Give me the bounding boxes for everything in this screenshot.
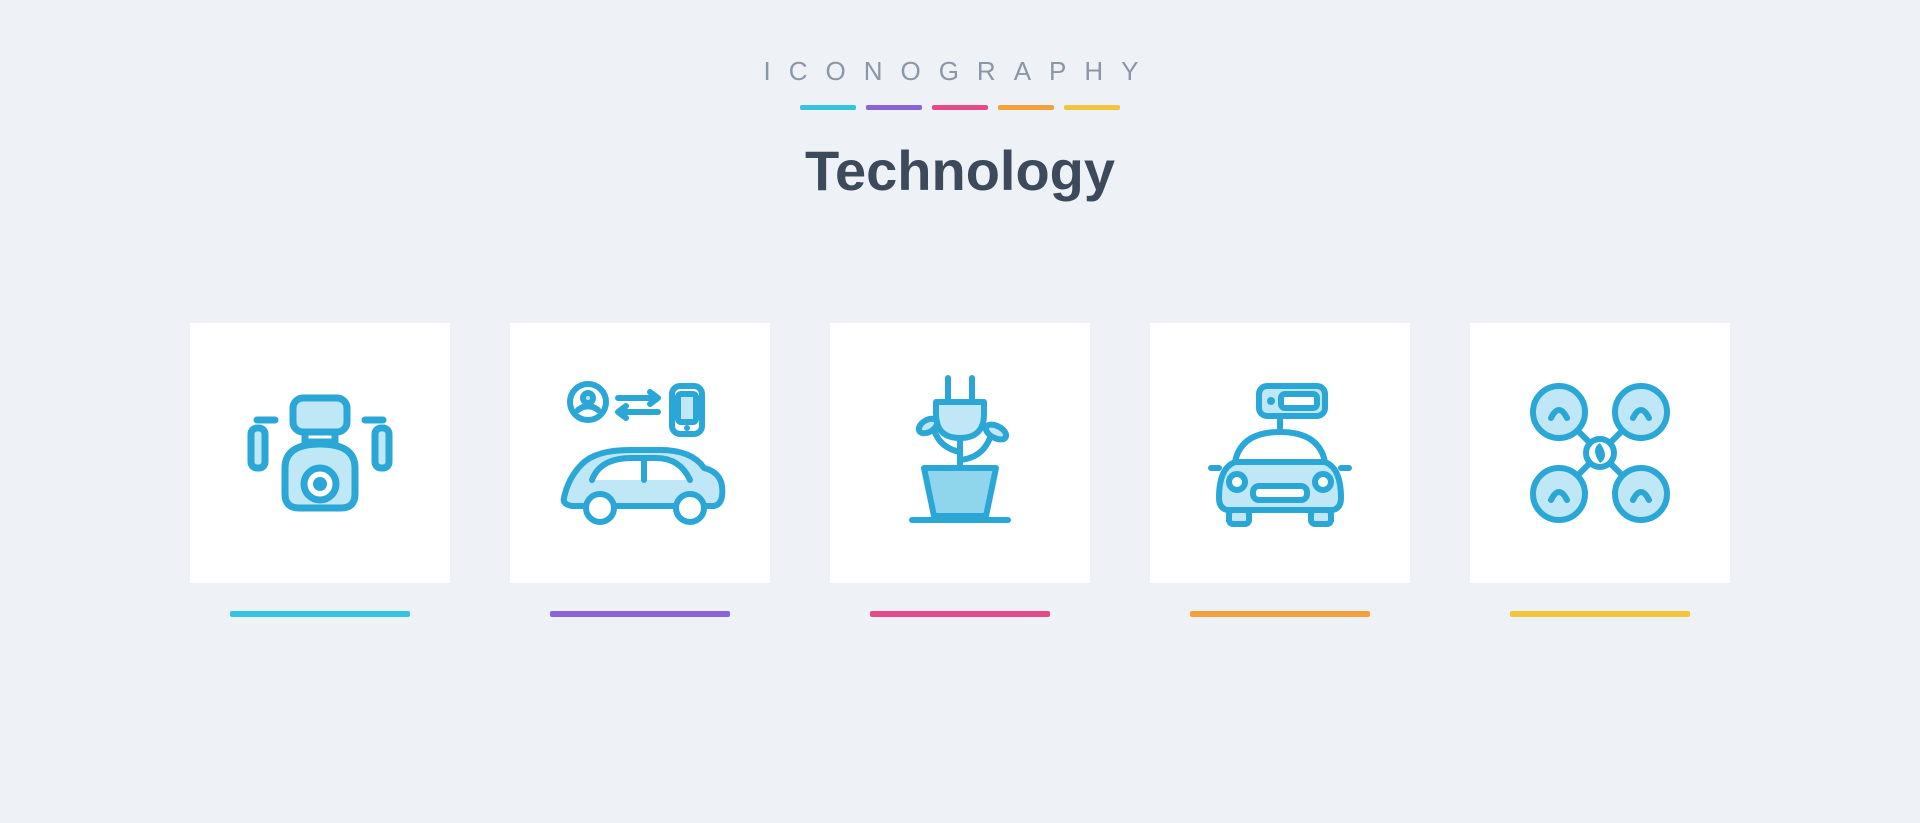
icon-card: [1150, 323, 1410, 617]
card-underline: [550, 611, 730, 617]
car-sharing-icon: [550, 368, 730, 538]
smart-car-icon: [1195, 368, 1365, 538]
icon-card: [1470, 323, 1730, 617]
card-underline: [230, 611, 410, 617]
card-underline: [1190, 611, 1370, 617]
eco-plug-icon: [880, 368, 1040, 538]
icon-tile: [830, 323, 1090, 583]
icon-tile: [1150, 323, 1410, 583]
icon-card: [190, 323, 450, 617]
accent-seg-4: [998, 105, 1054, 110]
page: ICONOGRAPHY Technology: [0, 0, 1920, 823]
accent-seg-5: [1064, 105, 1120, 110]
accent-seg-1: [800, 105, 856, 110]
icon-tile: [510, 323, 770, 583]
icons-row: [0, 323, 1920, 617]
accent-seg-2: [866, 105, 922, 110]
header: ICONOGRAPHY Technology: [0, 56, 1920, 203]
icon-card: [510, 323, 770, 617]
card-underline: [1510, 611, 1690, 617]
accent-seg-3: [932, 105, 988, 110]
page-title: Technology: [0, 138, 1920, 203]
icon-tile: [190, 323, 450, 583]
quad-drone-icon: [1515, 368, 1685, 538]
card-underline: [870, 611, 1050, 617]
brand-label: ICONOGRAPHY: [0, 56, 1920, 87]
icon-tile: [1470, 323, 1730, 583]
drone-camera-icon: [235, 368, 405, 538]
icon-card: [830, 323, 1090, 617]
accent-row: [0, 105, 1920, 110]
